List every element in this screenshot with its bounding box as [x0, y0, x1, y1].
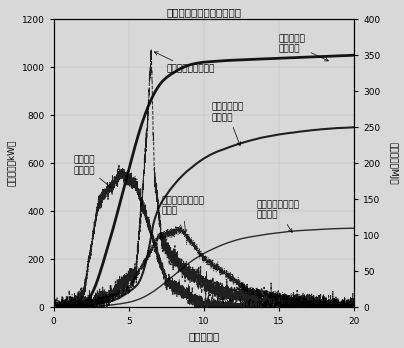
Y-axis label: 発熱速度（kW）: 発熱速度（kW）	[7, 140, 16, 187]
Text: ソファーの合
計発熱量: ソファーの合 計発熱量	[211, 103, 244, 145]
Text: サイドボードの発
熱速度: サイドボードの発 熱速度	[162, 196, 205, 233]
Title: 各種収納可燃物の発熱速度: 各種収納可燃物の発熱速度	[166, 7, 241, 17]
Text: テレビの合
計発熱量: テレビの合 計発熱量	[279, 34, 328, 61]
Text: テレビの
発熱速度: テレビの 発熱速度	[73, 156, 111, 188]
Text: ソファーの発熱速度: ソファーの発熱速度	[154, 52, 215, 74]
Y-axis label: 総発熱量（MJ）: 総発熱量（MJ）	[388, 142, 397, 184]
Text: サイドボードの合
計発熱量: サイドボードの合 計発熱量	[257, 200, 299, 232]
X-axis label: 時間（分）: 時間（分）	[188, 331, 219, 341]
